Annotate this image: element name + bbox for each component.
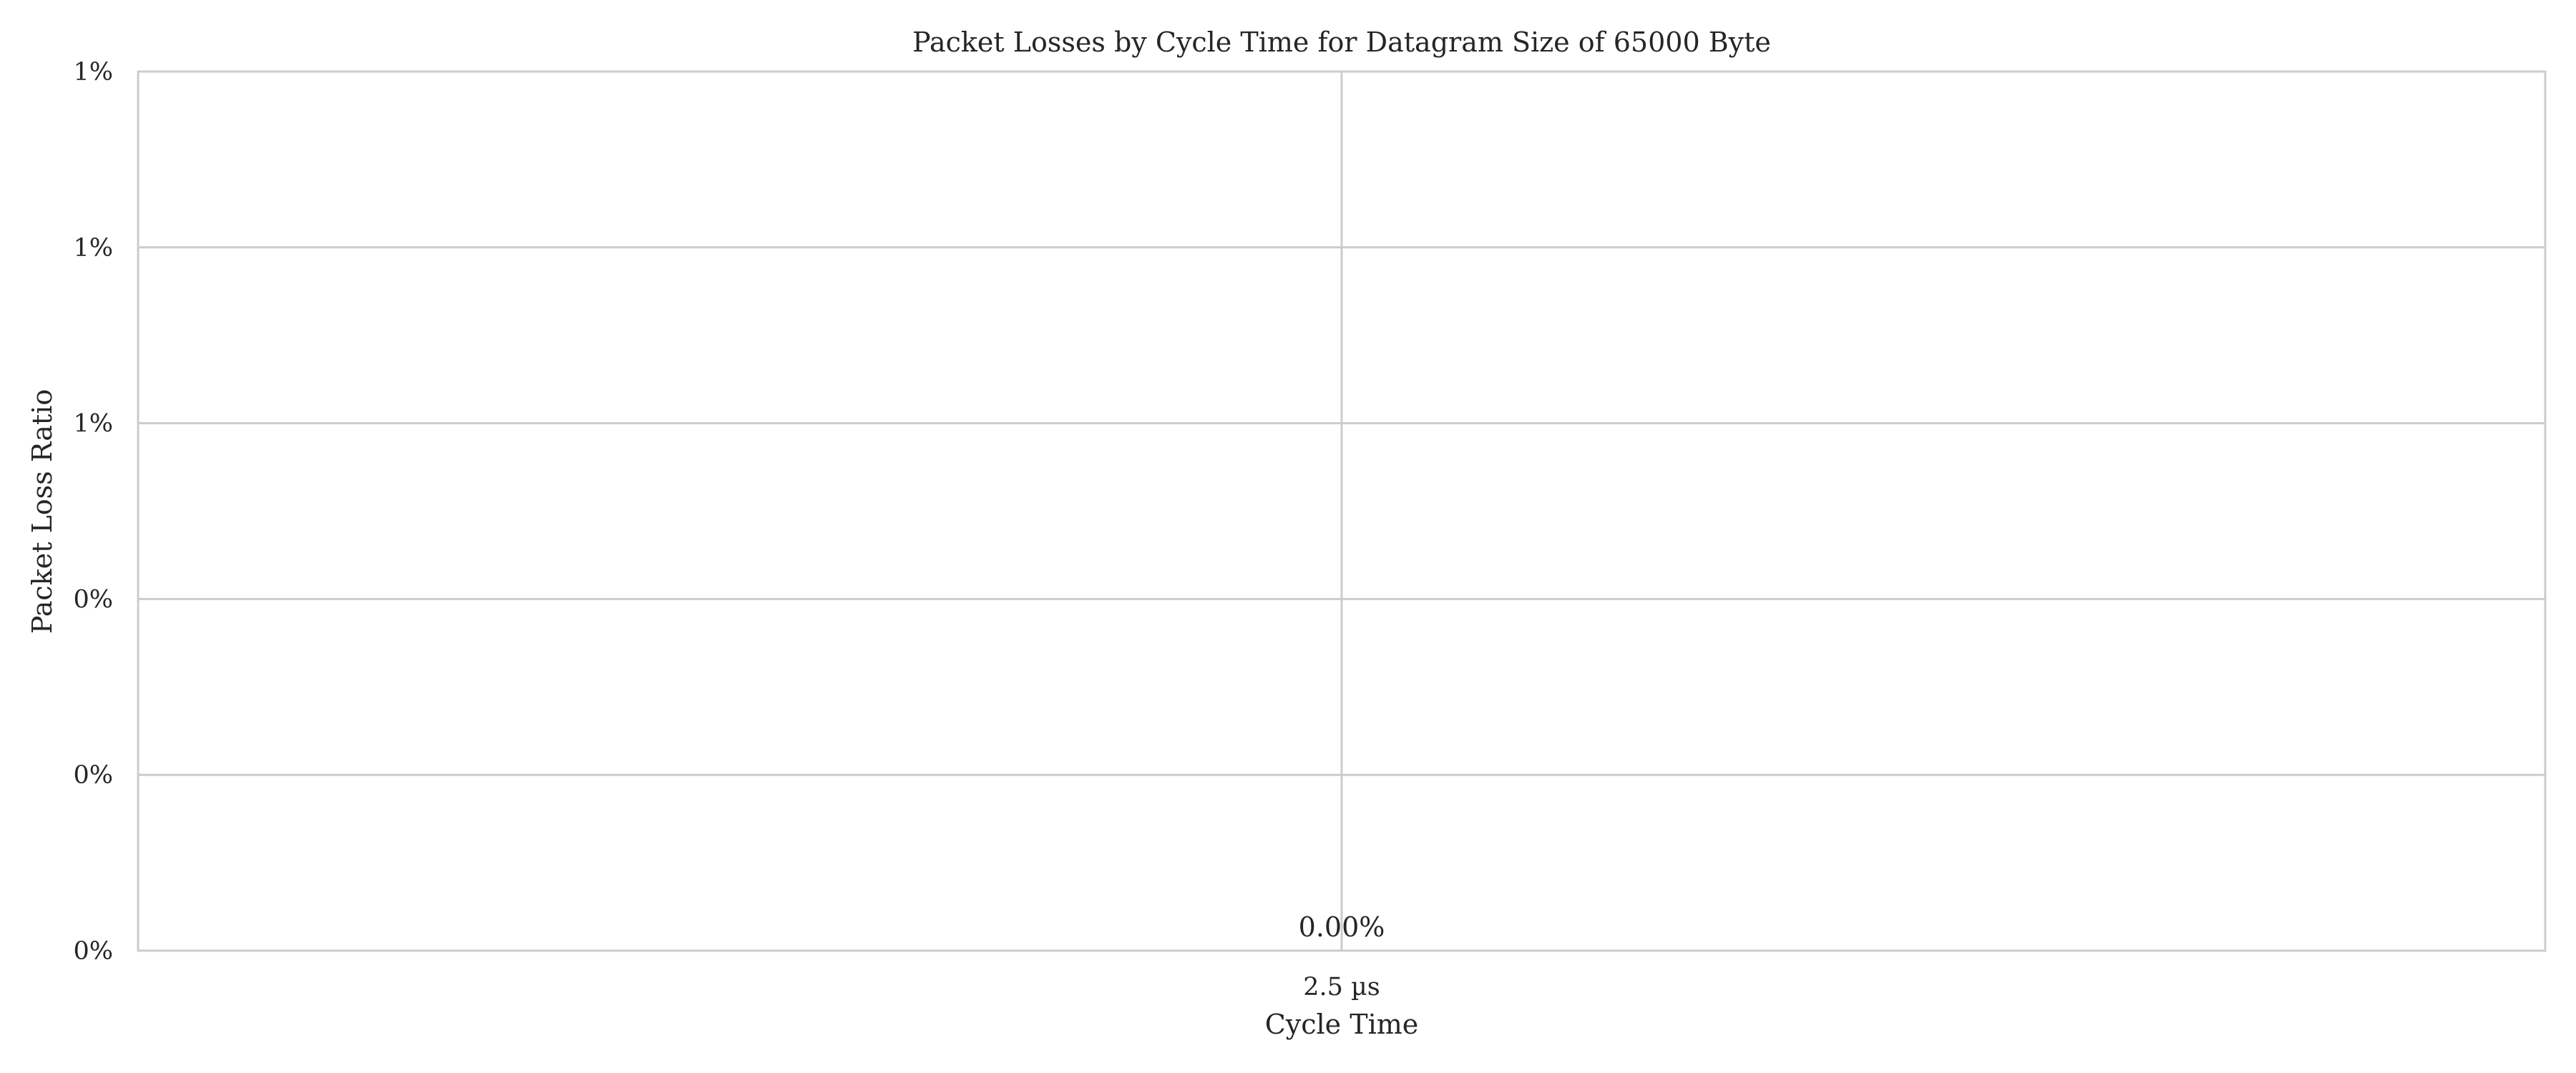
y-tick-label: 1% — [73, 234, 113, 263]
x-tick-label: 2.5 µs — [1303, 973, 1380, 1001]
data-label: 0.00% — [1299, 911, 1385, 943]
plot-area — [137, 70, 2547, 952]
y-axis-label: Packet Loss Ratio — [26, 389, 58, 634]
y-tick-label: 1% — [73, 58, 113, 87]
y-tick-label: 0% — [73, 585, 113, 614]
y-tick-label: 0% — [73, 761, 113, 790]
data-labels: 0.00% — [1299, 911, 1385, 943]
y-tick-label: 1% — [73, 410, 113, 438]
x-axis-label: Cycle Time — [1265, 1009, 1419, 1040]
y-tick-label: 0% — [73, 937, 113, 966]
x-tick-labels: 2.5 µs — [1303, 973, 1380, 1001]
chart-title: Packet Losses by Cycle Time for Datagram… — [912, 26, 1771, 58]
plot-frame — [137, 70, 2547, 952]
y-tick-labels: 0% 0% 0% 1% 1% 1% — [73, 58, 113, 966]
